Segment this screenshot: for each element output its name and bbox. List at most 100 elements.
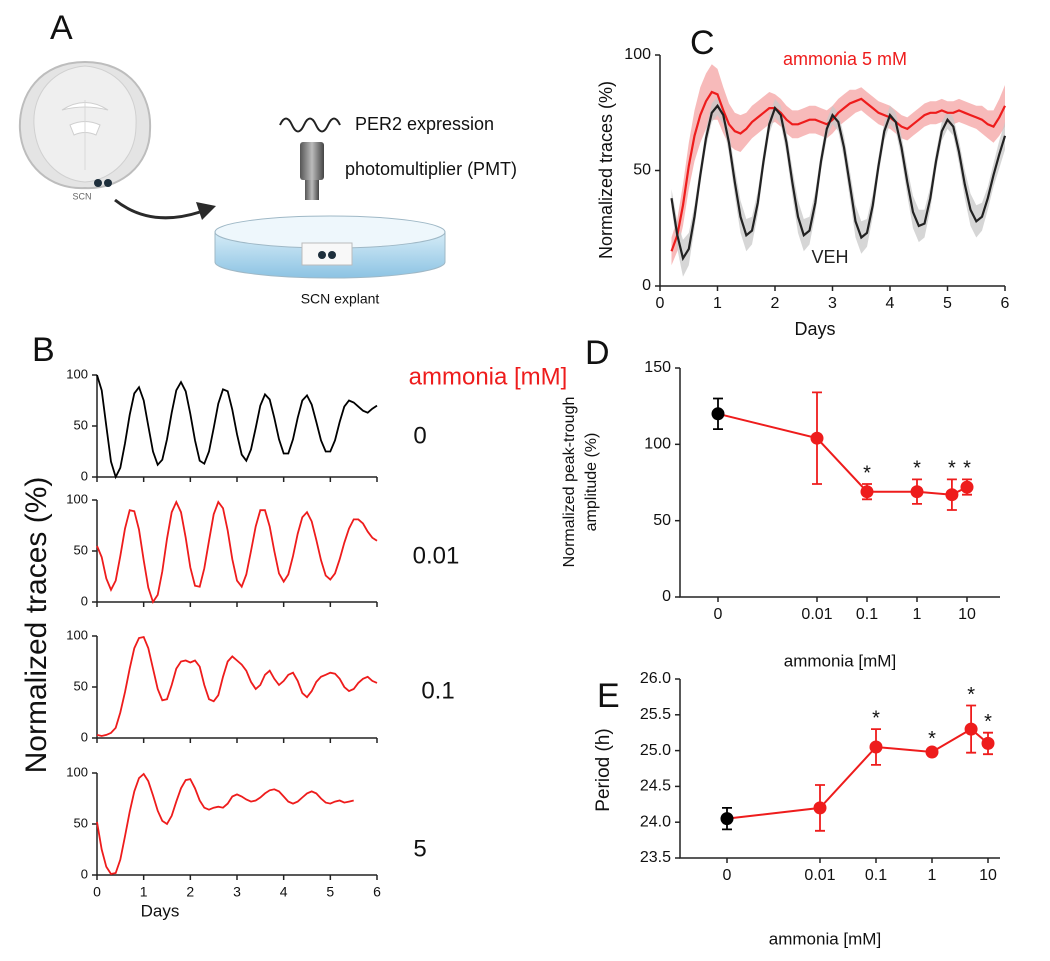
x-tick-label: 4 <box>280 884 288 900</box>
axes <box>96 500 377 603</box>
y-tick-label: 25.0 <box>640 742 671 759</box>
y-tick-label: 0 <box>662 588 671 605</box>
significance: * <box>928 728 936 750</box>
point <box>945 488 959 502</box>
arrow-head <box>196 202 216 220</box>
y-tick-label: 50 <box>74 417 88 432</box>
y-axis-label: Normalized traces (%) <box>596 81 616 259</box>
y-tick-label: 24.5 <box>640 778 671 795</box>
x-tick-label: 6 <box>373 884 381 900</box>
point <box>711 407 725 421</box>
series-label: VEH <box>811 247 848 267</box>
arrow <box>114 198 201 220</box>
y-tick-label: 26.0 <box>640 670 671 687</box>
point <box>810 431 824 445</box>
significance: * <box>913 458 921 480</box>
x-tick-label: 0.1 <box>865 867 887 884</box>
point <box>869 740 883 754</box>
trace <box>96 499 378 605</box>
axes <box>679 679 1000 859</box>
y-tick-label: 50 <box>74 542 88 557</box>
series-label: ammonia 5 mM <box>783 49 907 69</box>
error-band <box>671 96 1005 277</box>
x-tick-label: 6 <box>1001 295 1010 312</box>
explant <box>301 242 353 266</box>
y-tick-label: 25.5 <box>640 706 671 723</box>
scn-dot <box>104 179 112 187</box>
y-tick-label: 50 <box>633 162 651 179</box>
y-tick-label: 0 <box>642 277 651 294</box>
y-tick-label: 50 <box>74 678 88 693</box>
y-tick-label: 24.0 <box>640 813 671 830</box>
panel-label: B <box>32 331 55 369</box>
significance: * <box>872 707 880 729</box>
point <box>960 480 974 494</box>
legend-label: 0.01 <box>413 542 460 569</box>
point <box>813 801 827 815</box>
x-tick-label: 5 <box>943 295 952 312</box>
legend-label: 0 <box>413 422 426 449</box>
x-axis-label: Days <box>794 319 835 339</box>
error-band <box>671 64 1005 266</box>
detector-label: photomultiplier (PMT) <box>345 159 517 179</box>
x-tick-label: 2 <box>771 295 780 312</box>
x-axis-label: ammonia [mM] <box>769 929 881 948</box>
x-tick-label: 3 <box>828 295 837 312</box>
y-tick-label: 100 <box>66 627 88 642</box>
panel-a: A SCN PER2 expression photomultiplier (P… <box>18 9 517 307</box>
significance: * <box>984 711 992 733</box>
point <box>910 485 924 499</box>
legend-label: 0.1 <box>421 677 454 704</box>
x-tick-label: 1 <box>140 884 148 900</box>
point <box>925 745 939 759</box>
x-tick-label: 0 <box>723 867 732 884</box>
scn-label: SCN <box>72 191 91 201</box>
scn-dot <box>94 179 102 187</box>
panel-label: A <box>50 9 73 47</box>
legend-title: ammonia [mM] <box>409 363 568 390</box>
y-tick-label: 150 <box>644 359 671 376</box>
panel-label: C <box>690 24 715 62</box>
connecting-line <box>726 727 989 820</box>
point <box>964 722 978 736</box>
x-tick-label: 5 <box>326 884 334 900</box>
x-tick-label: 4 <box>886 295 895 312</box>
y-axis-label: Normalized traces (%) <box>20 477 53 774</box>
point <box>860 485 874 499</box>
x-tick-label: 0 <box>93 884 101 900</box>
x-tick-label: 3 <box>233 884 241 900</box>
x-axis-label: ammonia [mM] <box>784 651 896 670</box>
ventricles <box>61 102 109 136</box>
trace <box>670 103 1007 262</box>
y-tick-label: 100 <box>624 46 651 63</box>
trace <box>96 772 354 876</box>
y-tick-label: 100 <box>644 436 671 453</box>
pmt-lens <box>305 180 319 200</box>
trace <box>670 90 1006 252</box>
axes <box>96 375 377 478</box>
legend-label: 5 <box>413 835 426 862</box>
x-tick-label: 0.01 <box>801 606 832 623</box>
point <box>981 736 995 750</box>
significance: * <box>963 458 971 480</box>
x-tick-label: 10 <box>979 867 997 884</box>
explant-dot <box>328 251 336 259</box>
sample-label: SCN explant <box>301 291 380 307</box>
y-tick-label: 100 <box>66 764 88 779</box>
y-tick-label: 0 <box>81 593 88 608</box>
y-tick-label: 50 <box>74 815 88 830</box>
point <box>720 812 734 826</box>
significance: * <box>863 462 871 484</box>
x-tick-label: 1 <box>928 867 937 884</box>
y-tick-label: 100 <box>66 366 88 381</box>
y-axis-label: Period (h) <box>593 728 614 811</box>
axes <box>96 636 377 739</box>
x-tick-label: 10 <box>958 606 976 623</box>
x-tick-label: 0.1 <box>856 606 878 623</box>
x-tick-label: 0.01 <box>804 867 835 884</box>
connecting-line <box>717 412 968 496</box>
pmt <box>300 142 324 180</box>
y-tick-label: 23.5 <box>640 849 671 866</box>
significance: * <box>948 458 956 480</box>
